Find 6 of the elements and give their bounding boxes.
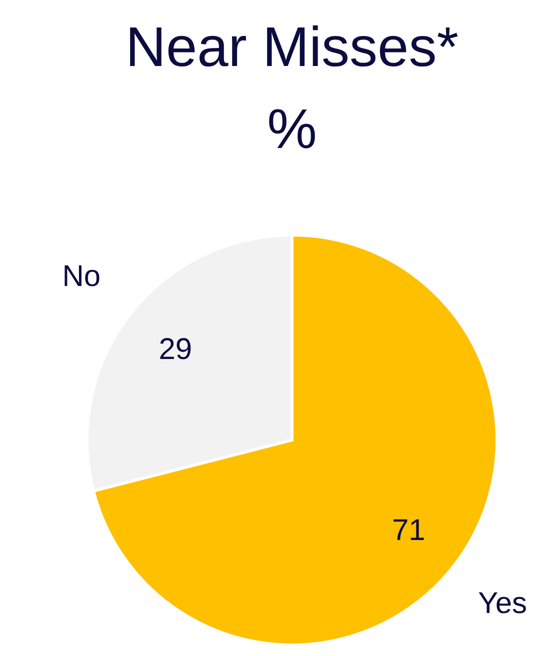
slice-label: Yes bbox=[478, 586, 528, 620]
data-label: 71 bbox=[392, 514, 426, 547]
data-label: 29 bbox=[158, 333, 192, 366]
chart-subtitle: % bbox=[267, 97, 317, 160]
slice-label: No bbox=[62, 260, 101, 294]
chart-title: Near Misses* bbox=[126, 15, 458, 78]
